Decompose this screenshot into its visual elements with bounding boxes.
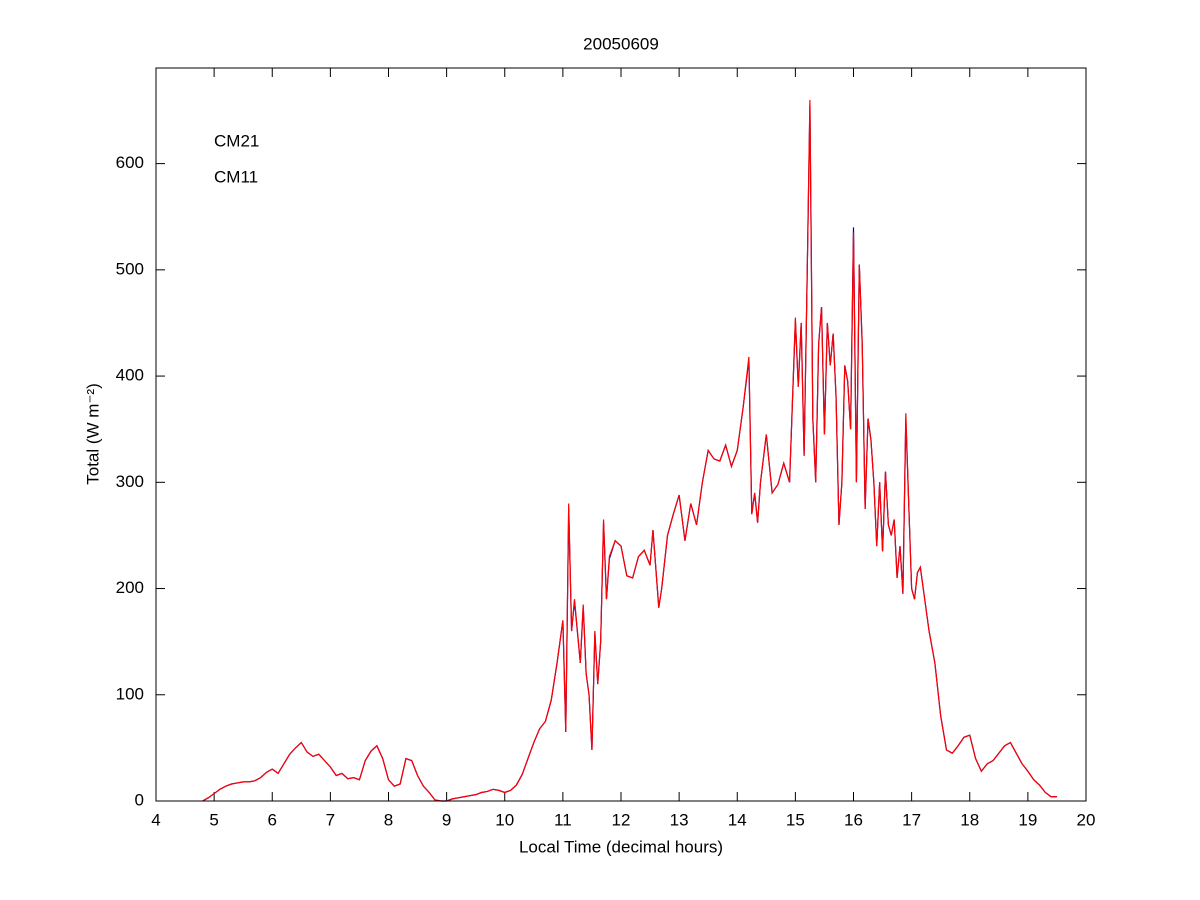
x-tick-label: 9 <box>442 810 451 829</box>
x-tick-label: 5 <box>209 810 218 829</box>
x-tick-label: 18 <box>960 810 979 829</box>
x-tick-label: 11 <box>554 810 572 829</box>
y-tick-label: 600 <box>116 153 144 172</box>
plot-frame <box>155 67 1087 802</box>
chart-title: 20050609 <box>583 34 659 53</box>
x-tick-label: 12 <box>612 810 631 829</box>
legend-entry: CM11 <box>214 167 258 186</box>
x-tick-label: 19 <box>1018 810 1037 829</box>
x-tick-label: 10 <box>495 810 514 829</box>
y-axis-label: Total (W m⁻²) <box>83 383 102 485</box>
x-tick-label: 13 <box>670 810 689 829</box>
x-axis-label: Local Time (decimal hours) <box>519 837 723 856</box>
x-tick-label: 14 <box>728 810 747 829</box>
x-tick-label: 17 <box>902 810 921 829</box>
x-tick-label: 16 <box>844 810 863 829</box>
x-tick-label: 15 <box>786 810 805 829</box>
series-line <box>202 99 1057 802</box>
y-tick-label: 200 <box>116 578 144 597</box>
x-tick-label: 6 <box>268 810 277 829</box>
y-tick-label: 300 <box>116 472 144 491</box>
x-tick-label: 20 <box>1077 810 1096 829</box>
x-tick-label: 8 <box>384 810 393 829</box>
x-tick-label: 4 <box>151 810 160 829</box>
y-tick-label: 500 <box>116 259 144 278</box>
x-tick-label: 7 <box>326 810 335 829</box>
legend-entry: CM21 <box>214 131 259 150</box>
y-tick-label: 400 <box>116 366 144 385</box>
y-tick-label: 0 <box>135 790 144 809</box>
y-tick-label: 100 <box>116 684 144 703</box>
